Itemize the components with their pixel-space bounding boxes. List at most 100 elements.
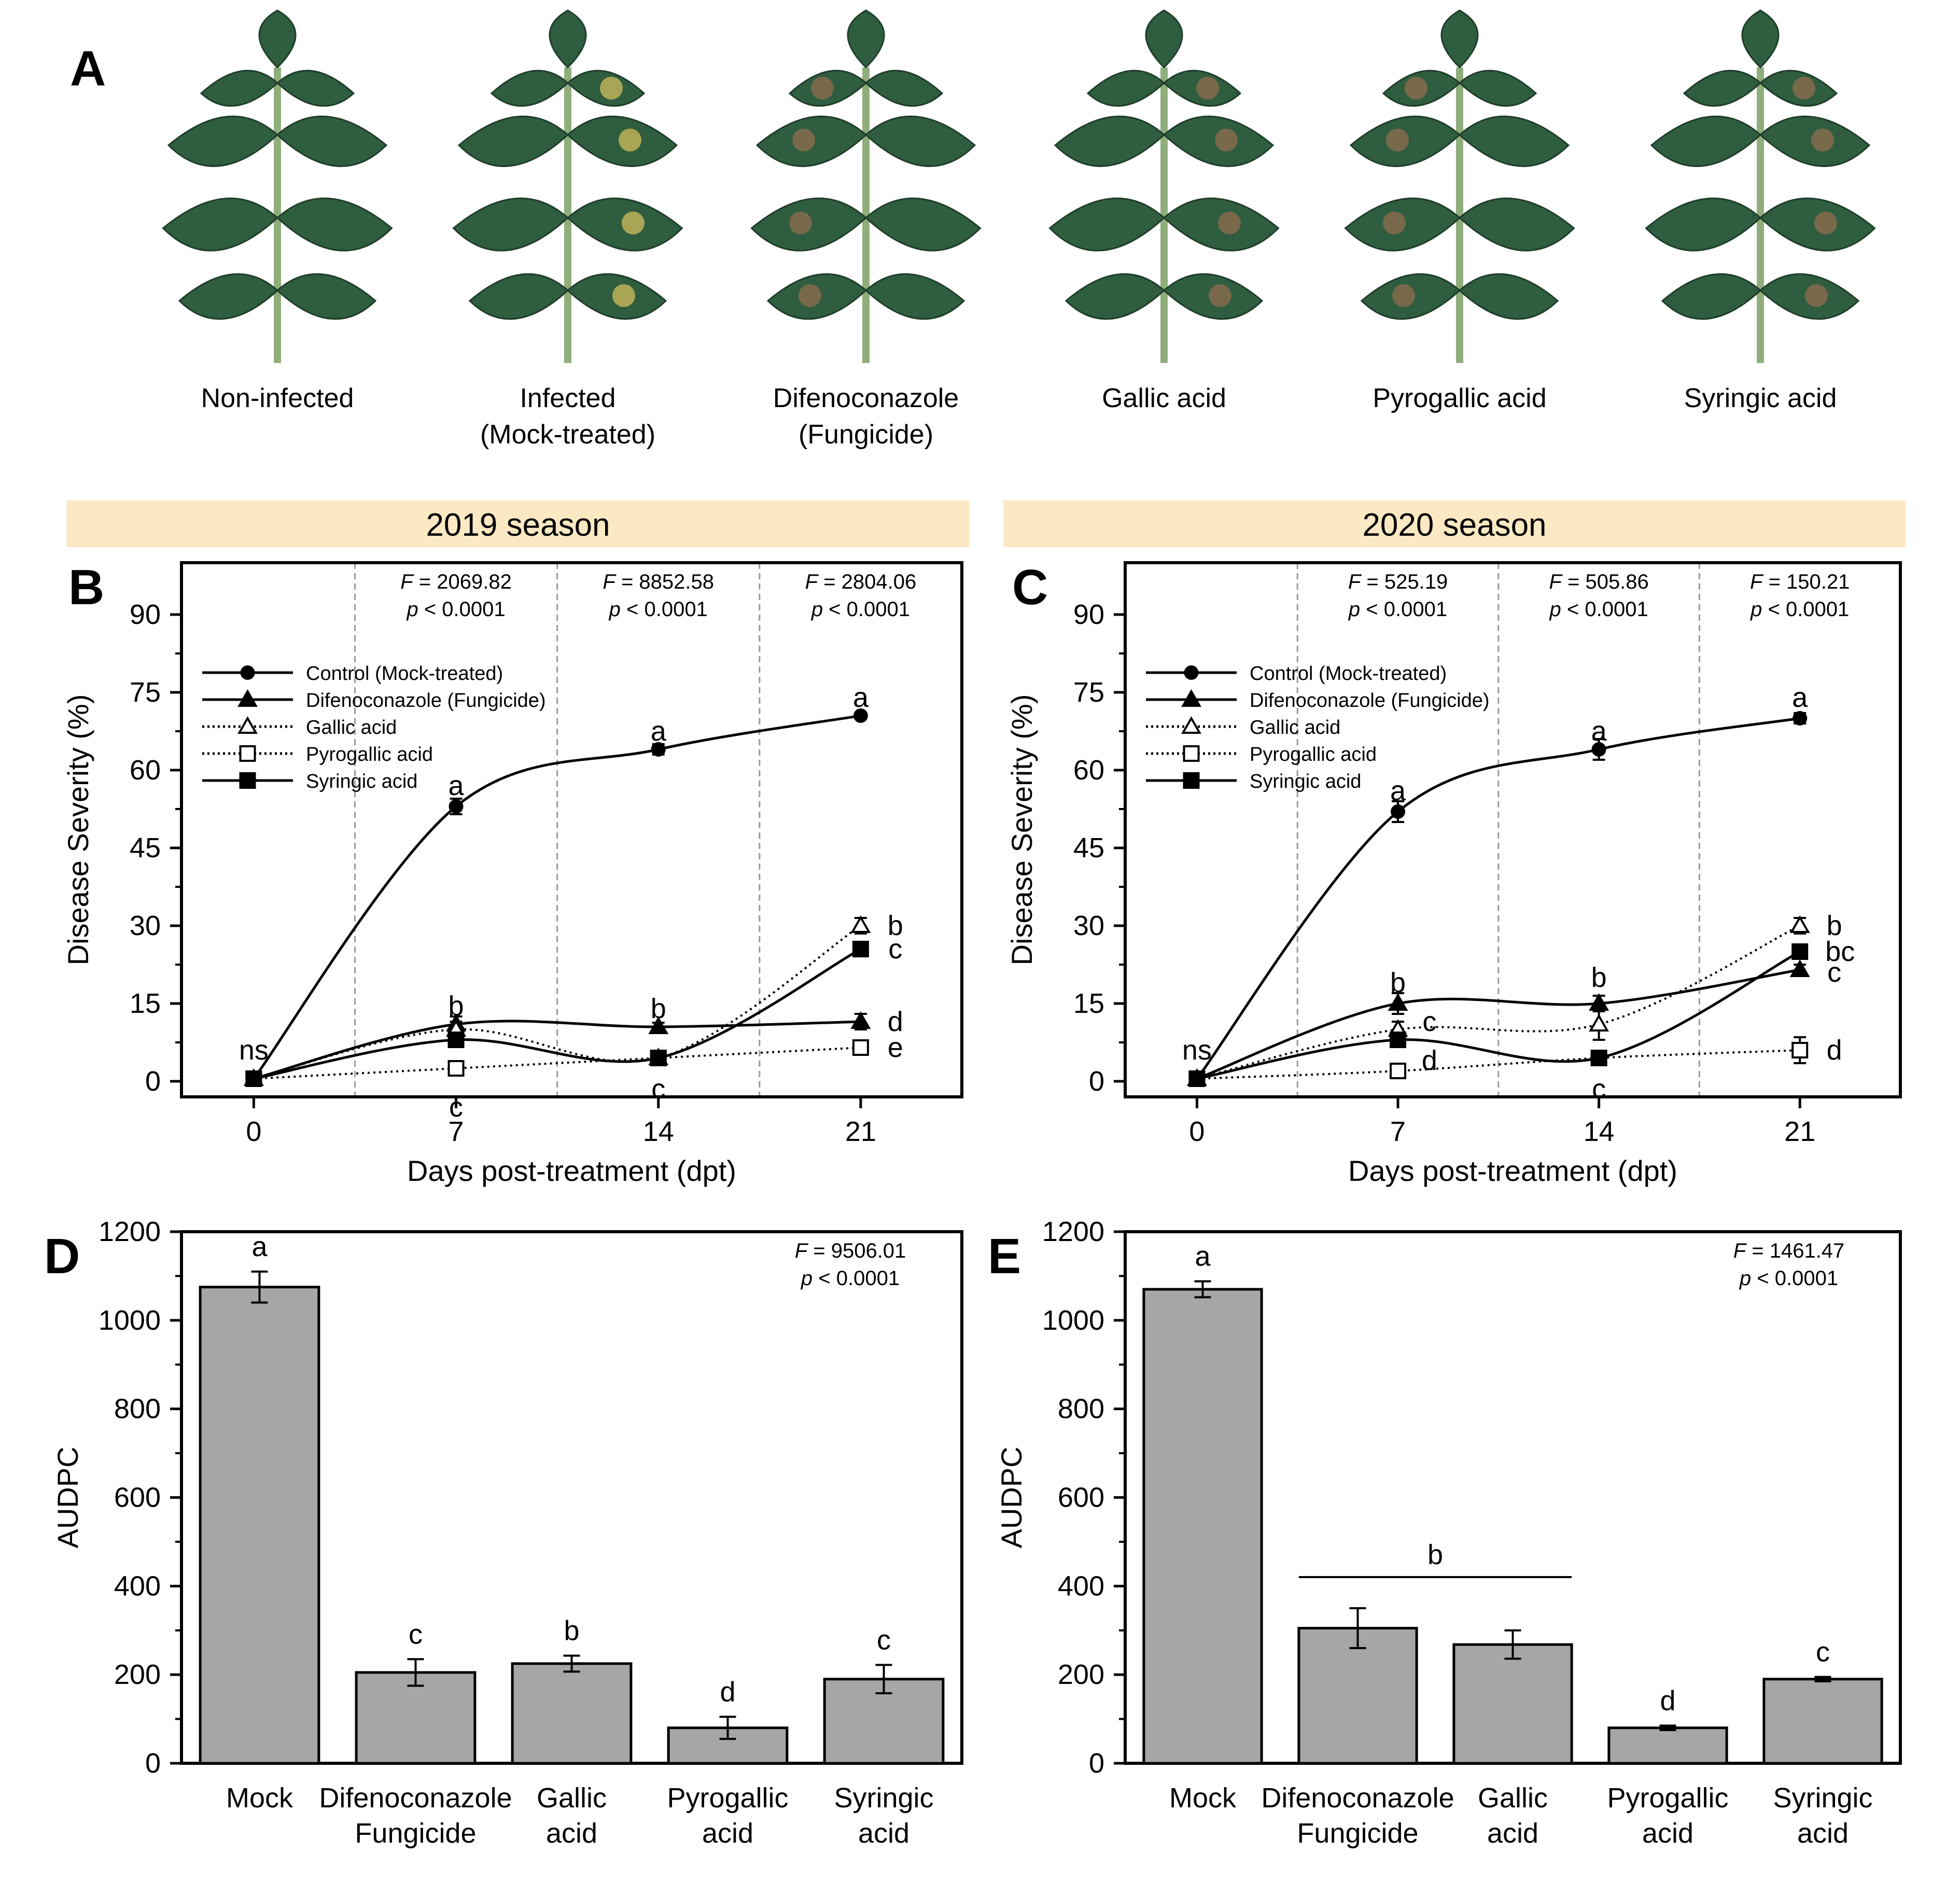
x-category-label: Fungicide [355, 1818, 476, 1849]
y-tick-label: 30 [1073, 910, 1104, 941]
photo-label-1: Non-infected [201, 383, 354, 413]
y-tick-label: 30 [130, 910, 161, 941]
photo-label-5: Pyrogallic acid [1373, 383, 1546, 413]
bar-gallic-acid [511, 1662, 633, 1765]
y-tick-label: 1200 [99, 1216, 161, 1247]
lesion-spot [1405, 77, 1427, 100]
terminal-leaflet [1145, 9, 1183, 69]
f-statistic-symbol: F [805, 570, 819, 593]
data-point-difenoconazole-fungicide [1388, 993, 1408, 1011]
f-statistic-value: = 150.21 [1762, 570, 1850, 593]
f-statistic-symbol: F [1348, 570, 1362, 593]
leaflet [457, 115, 569, 167]
f-statistic-value: = 1461.47 [1746, 1239, 1844, 1262]
y-tick-label: 75 [1073, 677, 1104, 708]
significance-letter: b [1591, 962, 1607, 993]
season-banner [1003, 500, 1906, 547]
f-statistic: F = 150.21 [1750, 570, 1850, 593]
x-category-label: Pyrogallic [667, 1782, 788, 1814]
data-point-difenoconazole-fungicide [850, 1011, 871, 1029]
f-statistic-symbol: F [795, 1239, 809, 1262]
y-tick-label: 45 [1073, 832, 1104, 863]
x-tick-label: 14 [1584, 1116, 1615, 1147]
p-value-symbol: p [1739, 1267, 1751, 1290]
significance-letter: b [1390, 967, 1406, 998]
leaflet [1650, 115, 1762, 167]
photo-label-6: Syringic acid [1684, 383, 1837, 413]
leaflet [1645, 198, 1762, 252]
lesion-spot [1811, 129, 1834, 151]
x-category-label: Fungicide [1297, 1818, 1418, 1849]
lesion-spot [1793, 77, 1815, 100]
lesion-spot [789, 212, 812, 234]
plot-frame [180, 561, 963, 1098]
leaflet [276, 273, 377, 320]
y-tick-label: 600 [114, 1482, 161, 1513]
leaf-photo-4 [1048, 9, 1280, 363]
f-statistic-value: = 505.86 [1562, 570, 1649, 593]
data-point-gallic-acid [1589, 1013, 1609, 1032]
y-tick-label: 45 [130, 832, 161, 863]
x-category-label: Gallic [537, 1782, 607, 1814]
f-statistic: F = 8852.58 [603, 570, 714, 593]
y-tick-label: 15 [130, 988, 161, 1019]
p-value-symbol: p [811, 598, 823, 621]
series-line-syringic-acid [253, 948, 862, 1080]
leaflet [490, 69, 569, 107]
significance-letter: b [1827, 910, 1842, 941]
data-point-gallic-acid [850, 915, 871, 933]
f-statistic: F = 1461.47 [1733, 1239, 1845, 1262]
leaf-photo-3 [750, 9, 982, 363]
panel-label-a: A [70, 41, 106, 96]
panel-a: A Non-infected Infected (Mock-treated) Difen… [70, 9, 1876, 450]
bar-mock [1142, 1288, 1263, 1765]
data-point-control-mock-treated [1391, 804, 1406, 819]
f-statistic-symbol: F [400, 570, 414, 593]
significance-letter: c [1422, 1006, 1436, 1037]
x-tick-label: 7 [1390, 1116, 1406, 1147]
p-value-value: < 0.0001 [813, 1267, 900, 1290]
p-value: p < 0.0001 [1750, 598, 1849, 621]
p-value-value: < 0.0001 [1360, 598, 1447, 621]
leaflet [452, 198, 569, 252]
photo-label-3: Difenoconazole [773, 383, 959, 413]
season-label: 2020 season [1362, 507, 1546, 543]
y-tick-label: 0 [1089, 1066, 1104, 1097]
legend-label: Syringic acid [306, 771, 417, 792]
f-statistic-value: = 2804.06 [818, 570, 916, 593]
f-statistic: F = 2069.82 [400, 570, 512, 593]
bar-pyrogallic-acid [1607, 1726, 1728, 1765]
f-statistic: F = 2804.06 [805, 570, 917, 593]
leaf-photo-6 [1645, 9, 1876, 363]
x-category-label: Pyrogallic [1607, 1782, 1728, 1814]
x-category-label: acid [858, 1818, 909, 1849]
lesion-spot [612, 284, 635, 307]
lesion-spot [811, 77, 834, 100]
f-statistic: F = 525.19 [1348, 570, 1448, 593]
lesion-spot [799, 284, 821, 307]
panel-d-bar-chart-2019: D 0 200 400 600 800 1000 1200 AUDPC F = 9506.01 p … [44, 1216, 963, 1849]
data-point-syringic-acid [447, 1032, 465, 1048]
significance-letter: c [1816, 1636, 1830, 1667]
y-axis-label: AUDPC [995, 1446, 1028, 1548]
leaflet [1065, 273, 1166, 320]
bar-mock [199, 1286, 320, 1765]
significance-letter: d [1660, 1685, 1675, 1716]
y-tick-label: 400 [114, 1570, 161, 1601]
significance-letter: a [1195, 1241, 1211, 1272]
y-tick-label: 1200 [1042, 1216, 1104, 1247]
legend-label: Difenoconazole (Fungicide) [306, 690, 546, 712]
legend-label: Syringic acid [1250, 771, 1361, 792]
significance-letter: c [1827, 957, 1841, 988]
data-point-control-mock-treated [853, 708, 868, 723]
f-statistic: F = 505.86 [1549, 570, 1648, 593]
y-axis-label: Disease Severity (%) [1005, 694, 1038, 966]
x-axis-label: Days post-treatment (dpt) [1348, 1154, 1677, 1187]
x-category-label: acid [1797, 1818, 1849, 1849]
leaflet [1661, 273, 1762, 320]
data-point-syringic-acid [1590, 1050, 1607, 1066]
data-point-pyrogallic-acid [1390, 1063, 1407, 1079]
panel-c-line-chart-2020: C 0 15 30 45 60 75 90 0 7 14 21 Days post-treatment … [1005, 560, 1902, 1187]
y-tick-label: 0 [145, 1066, 161, 1097]
